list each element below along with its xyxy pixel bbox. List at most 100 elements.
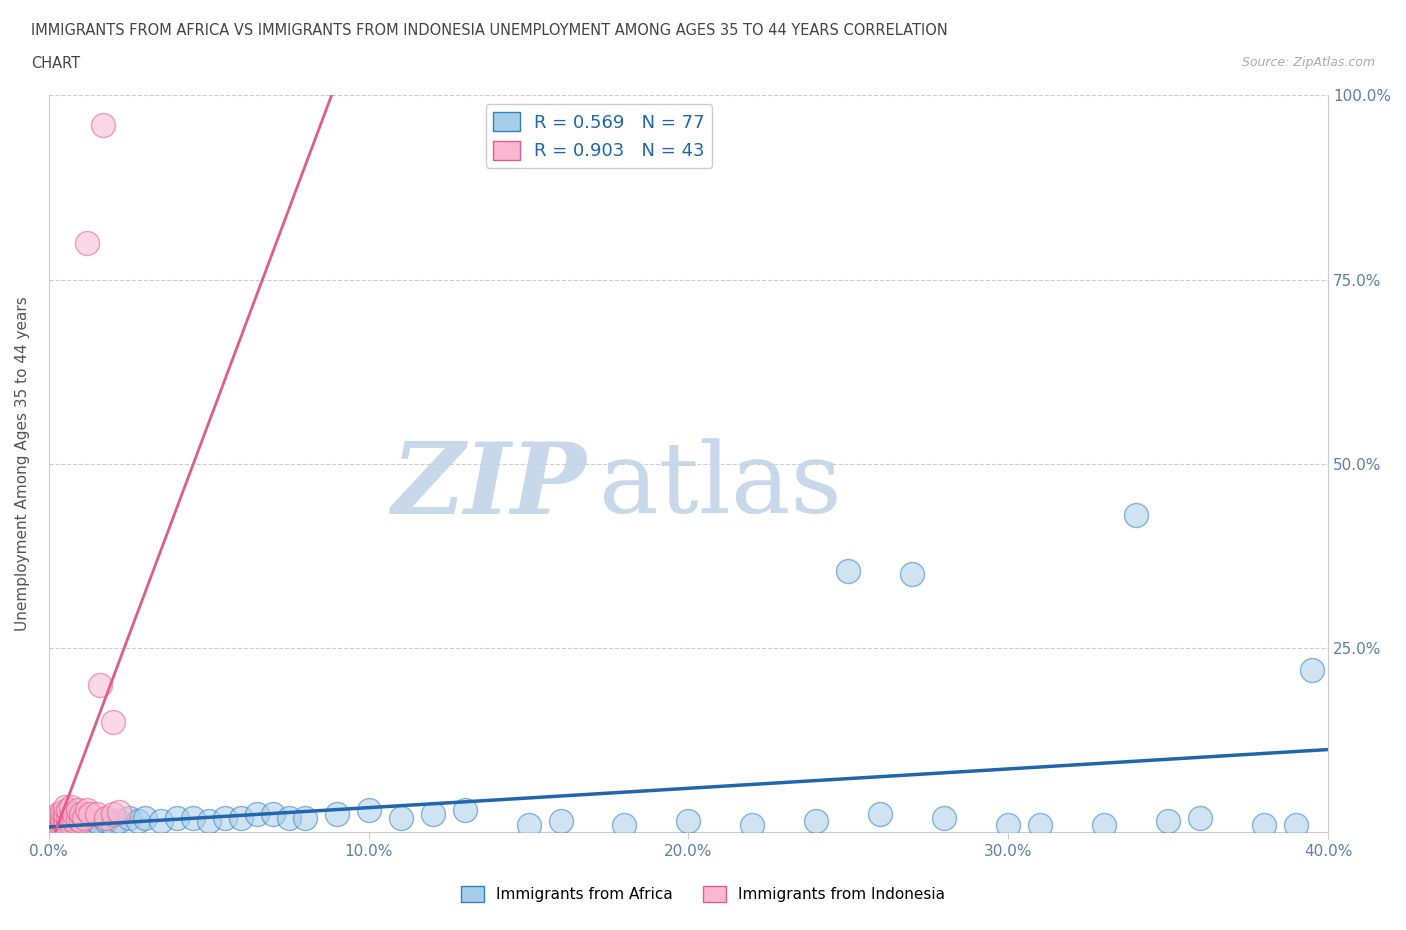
Point — [101, 714, 124, 729]
Point — [41, 814, 63, 829]
Point — [550, 814, 572, 829]
Point — [56, 817, 79, 832]
Point — [53, 819, 76, 834]
Point — [41, 821, 63, 836]
Point — [422, 806, 444, 821]
Point — [56, 803, 79, 817]
Point — [44, 821, 66, 836]
Point — [66, 803, 89, 817]
Point — [325, 806, 347, 821]
Point — [1092, 817, 1115, 832]
Point — [56, 812, 79, 827]
Point — [837, 564, 859, 578]
Point — [86, 806, 108, 821]
Point — [613, 817, 636, 832]
Point — [76, 803, 98, 817]
Point — [44, 817, 66, 831]
Point — [53, 821, 76, 836]
Point — [46, 806, 69, 821]
Point — [214, 810, 236, 825]
Point — [229, 810, 252, 825]
Point — [41, 820, 63, 835]
Point — [63, 814, 86, 829]
Point — [60, 817, 83, 832]
Point — [63, 814, 86, 829]
Point — [51, 819, 73, 834]
Point — [869, 806, 891, 821]
Point — [678, 814, 700, 829]
Point — [60, 820, 83, 835]
Point — [166, 810, 188, 825]
Point — [76, 235, 98, 250]
Point — [246, 806, 269, 821]
Point — [46, 820, 69, 835]
Point — [46, 810, 69, 825]
Point — [53, 812, 76, 827]
Point — [79, 817, 101, 832]
Legend: R = 0.569   N = 77, R = 0.903   N = 43: R = 0.569 N = 77, R = 0.903 N = 43 — [485, 104, 713, 167]
Point — [108, 814, 131, 829]
Point — [44, 821, 66, 836]
Point — [934, 810, 956, 825]
Legend: Immigrants from Africa, Immigrants from Indonesia: Immigrants from Africa, Immigrants from … — [454, 880, 952, 909]
Point — [46, 817, 69, 831]
Text: CHART: CHART — [31, 56, 80, 71]
Point — [741, 817, 763, 832]
Point — [63, 819, 86, 834]
Point — [44, 820, 66, 835]
Point — [1189, 810, 1212, 825]
Point — [46, 817, 69, 832]
Point — [517, 817, 540, 832]
Point — [73, 817, 96, 832]
Text: Source: ZipAtlas.com: Source: ZipAtlas.com — [1241, 56, 1375, 69]
Point — [56, 820, 79, 835]
Point — [89, 817, 111, 832]
Point — [96, 810, 118, 825]
Point — [294, 810, 316, 825]
Point — [86, 814, 108, 829]
Point — [66, 819, 89, 834]
Point — [1253, 817, 1275, 832]
Point — [41, 819, 63, 834]
Point — [60, 799, 83, 814]
Point — [53, 817, 76, 832]
Point — [46, 817, 69, 832]
Point — [60, 810, 83, 825]
Point — [41, 817, 63, 832]
Point — [1125, 508, 1147, 523]
Point — [101, 817, 124, 832]
Point — [73, 810, 96, 825]
Point — [51, 821, 73, 836]
Point — [453, 803, 475, 817]
Point — [197, 814, 219, 829]
Point — [101, 806, 124, 821]
Point — [69, 806, 91, 821]
Point — [46, 814, 69, 829]
Point — [127, 814, 149, 829]
Point — [76, 814, 98, 829]
Point — [51, 810, 73, 825]
Point — [41, 817, 63, 832]
Point — [46, 820, 69, 835]
Point — [108, 804, 131, 819]
Point — [66, 812, 89, 827]
Text: ZIP: ZIP — [391, 438, 586, 534]
Point — [1285, 817, 1308, 832]
Point — [357, 803, 380, 817]
Point — [149, 814, 172, 829]
Point — [1157, 814, 1180, 829]
Point — [69, 814, 91, 829]
Point — [277, 810, 299, 825]
Point — [60, 817, 83, 831]
Point — [69, 814, 91, 829]
Point — [262, 806, 284, 821]
Point — [56, 814, 79, 829]
Point — [66, 814, 89, 829]
Point — [44, 810, 66, 825]
Point — [118, 810, 141, 825]
Point — [134, 810, 156, 825]
Point — [51, 817, 73, 831]
Point — [60, 814, 83, 829]
Point — [63, 806, 86, 821]
Point — [53, 812, 76, 827]
